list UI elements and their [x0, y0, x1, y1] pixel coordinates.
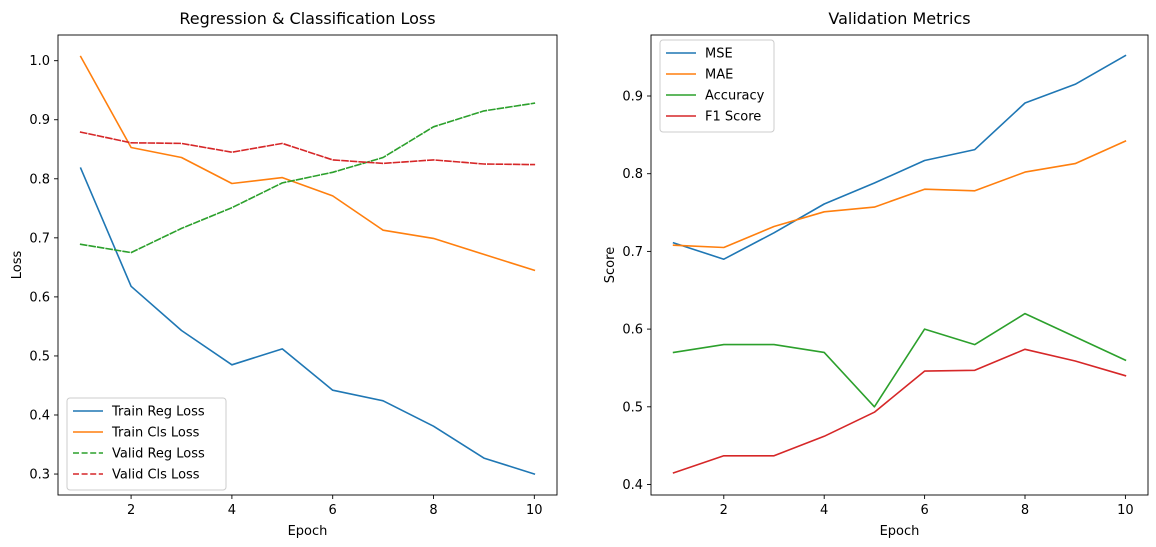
x-axis-label: Epoch	[288, 524, 328, 539]
x-tick-label: 4	[820, 503, 828, 518]
y-tick-label: 0.7	[622, 245, 643, 260]
x-tick-label: 4	[228, 503, 236, 518]
series-line-3	[672, 312, 1127, 408]
y-tick-label: 0.9	[622, 89, 643, 104]
x-axis-label: Epoch	[880, 524, 920, 539]
y-axis-label: Loss	[10, 251, 25, 280]
y-axis-label: Score	[603, 247, 618, 283]
y-tick-label: 0.8	[622, 167, 643, 182]
legend-box	[66, 397, 227, 491]
y-tick-label: 0.7	[29, 231, 50, 246]
y-tick-label: 0.3	[29, 468, 50, 483]
legend: Train Reg Loss Train Cls Loss Valid Reg Lo…	[66, 397, 227, 491]
legend-label-3: Accuracy	[705, 89, 765, 104]
y-tick-label: 0.5	[29, 349, 50, 364]
y-tick-label: 0.4	[622, 478, 643, 493]
series-line-4	[672, 348, 1127, 474]
x-tick-label: 8	[1021, 503, 1029, 518]
series-line-2	[672, 140, 1127, 249]
legend: MSE MAE Accuracy F1 Score	[659, 39, 775, 133]
x-tick-label: 6	[920, 503, 928, 518]
validation-metrics-panel: Validation Metrics 2 4 6 8 10 0.4 0.5 0.6 0.7 0.8 0…	[603, 9, 1149, 539]
x-tick-label: 2	[127, 503, 135, 518]
legend-label-1: Train Reg Loss	[111, 405, 205, 420]
legend-label-4: Valid Cls Loss	[112, 468, 200, 483]
legend-label-3: Valid Reg Loss	[112, 447, 205, 462]
x-tick-label: 2	[720, 503, 728, 518]
legend-label-2: MAE	[705, 68, 733, 83]
series-line-3	[79, 102, 536, 254]
axes-frame	[650, 34, 1149, 496]
chart-title: Validation Metrics	[828, 9, 970, 28]
y-tick-label: 0.5	[622, 400, 643, 415]
series-line-4	[79, 131, 536, 166]
legend-label-1: MSE	[705, 47, 733, 62]
x-tick-label: 6	[329, 503, 337, 518]
series-line-1	[672, 54, 1127, 261]
y-tick-label: 1.0	[29, 54, 50, 69]
legend-box	[659, 39, 775, 133]
legend-label-2: Train Cls Loss	[111, 426, 200, 441]
series-line-1	[79, 167, 536, 476]
x-tick-label: 8	[429, 503, 437, 518]
y-tick-label: 0.6	[29, 290, 50, 305]
axes-frame	[57, 34, 558, 496]
y-tick-label: 0.4	[29, 408, 50, 423]
legend-label-4: F1 Score	[705, 110, 761, 125]
loss-chart-panel: Regression & Classification Loss 2 4 6 8 10 0.…	[10, 9, 558, 539]
x-tick-label: 10	[526, 503, 543, 518]
x-tick-label: 10	[1117, 503, 1134, 518]
y-tick-label: 0.9	[29, 113, 50, 128]
series-line-2	[79, 55, 536, 272]
y-tick-label: 0.8	[29, 172, 50, 187]
chart-title: Regression & Classification Loss	[179, 9, 435, 28]
y-tick-label: 0.6	[622, 323, 643, 338]
